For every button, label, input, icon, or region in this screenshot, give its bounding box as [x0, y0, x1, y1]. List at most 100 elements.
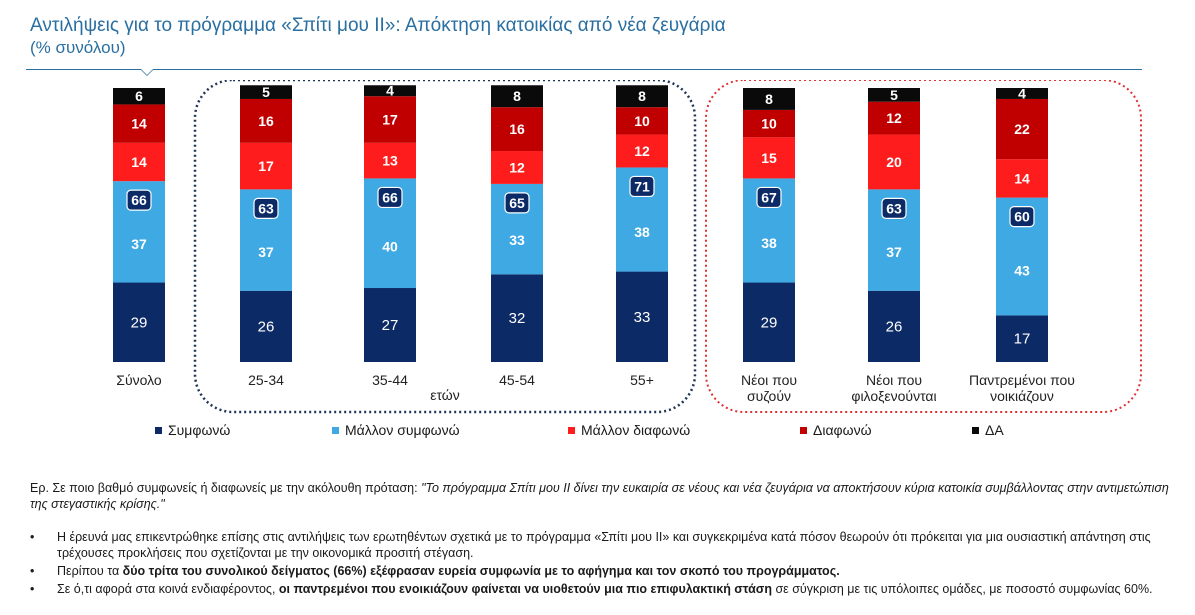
- bar-value-label: 10: [761, 116, 777, 132]
- survey-question: Ερ. Σε ποιο βαθμό συμφωνείς ή διαφωνείς …: [30, 480, 1170, 512]
- category-label: Σύνολο: [116, 372, 162, 388]
- bar-value-label: 4: [386, 83, 394, 99]
- total-agree-label: 67: [761, 189, 777, 205]
- bar-value-label: 16: [258, 113, 274, 129]
- bar-value-label: 17: [258, 158, 274, 174]
- total-agree-label: 63: [886, 200, 902, 216]
- bar-value-label: 4: [1018, 85, 1026, 101]
- total-agree-badge: [253, 197, 279, 219]
- bar-value-label: 16: [509, 121, 525, 137]
- household-group-frame: [705, 80, 1142, 413]
- bar-value-label: 17: [382, 112, 398, 128]
- bar-value-label: 13: [382, 153, 398, 169]
- bar-value-label: 32: [509, 310, 526, 327]
- bar-value-label: 26: [258, 318, 275, 335]
- bar-value-label: 8: [765, 91, 773, 107]
- bar-value-label: 29: [131, 314, 148, 331]
- bar-value-label: 22: [1014, 121, 1030, 137]
- bar-segment: [240, 98, 292, 143]
- bar-value-label: 14: [1014, 170, 1030, 186]
- bar-segment: [743, 282, 795, 362]
- bar-segment: [113, 282, 165, 362]
- legend-swatch: [568, 426, 575, 434]
- category-label: Νέοι που: [741, 372, 797, 388]
- bar-value-label: 17: [1014, 331, 1031, 348]
- question-text: "Το πρόγραμμα Σπίτι μου ΙΙ δίνει την ευκ…: [30, 481, 1169, 511]
- bar-value-label: 40: [382, 238, 398, 254]
- legend-label: Μάλλον διαφωνώ: [581, 422, 691, 438]
- legend-swatch: [800, 426, 807, 434]
- category-label: Νέοι που: [866, 372, 922, 388]
- bar-value-label: 12: [509, 159, 525, 175]
- finding-item: Σε ό,τι αφορά στα κοινά ενδιαφέροντος, ο…: [30, 581, 1180, 597]
- bar-segment: [240, 85, 292, 99]
- title-divider: [26, 69, 1142, 70]
- chart-legend: Συμφωνώ Μάλλον συμφωνώ Μάλλον διαφωνώ Διαφω…: [0, 422, 1195, 442]
- bar-segment: [743, 88, 795, 110]
- bar-segment: [364, 96, 416, 143]
- bar-segment: [240, 142, 292, 190]
- bar-value-label: 10: [634, 113, 650, 129]
- total-agree-label: 60: [1014, 209, 1030, 225]
- bar-segment: [868, 290, 920, 362]
- category-label: συζούν: [747, 388, 791, 404]
- findings-list: Η έρευνά μας επικεντρώθηκε επίσης στις α…: [30, 529, 1180, 599]
- category-label: 35-44: [372, 372, 408, 388]
- total-agree-badge: [377, 186, 403, 209]
- total-agree-badge: [756, 186, 782, 209]
- question-prefix: Ερ. Σε ποιο βαθμό συμφωνείς ή διαφωνείς …: [30, 481, 422, 495]
- bar-segment: [616, 107, 668, 135]
- bar-segment: [996, 98, 1048, 160]
- bar-segment: [868, 134, 920, 190]
- bar-segment: [743, 137, 795, 179]
- bar-value-label: 37: [886, 244, 902, 260]
- total-agree-label: 66: [382, 189, 398, 205]
- age-group-label: ετών: [430, 387, 460, 403]
- category-label: 55+: [630, 372, 654, 388]
- page-title: Αντιλήψεις για το πρόγραμμα «Σπίτι μου Ι…: [30, 15, 726, 36]
- category-label: Παντρεμένοι που: [969, 372, 1075, 388]
- bar-value-label: 15: [761, 150, 777, 166]
- finding-item: Περίπου τα δύο τρίτα του συνολικού δείγμ…: [30, 563, 1180, 579]
- legend-item: ΔΑ: [972, 422, 1004, 438]
- bar-segment: [616, 271, 668, 362]
- stacked-bar-chart: 29371414666Σύνολο2637171656325-342740131…: [113, 80, 1142, 414]
- bar-value-label: 5: [890, 87, 898, 103]
- bar-segment: [113, 104, 165, 143]
- bar-segment: [996, 315, 1048, 362]
- bar-value-label: 43: [1014, 263, 1030, 279]
- bar-value-label: 29: [761, 314, 778, 331]
- legend-label: Διαφωνώ: [813, 422, 872, 438]
- legend-swatch: [972, 426, 979, 434]
- bar-segment: [240, 290, 292, 362]
- legend-label: Συμφωνώ: [168, 422, 231, 438]
- legend-item: Μάλλον διαφωνώ: [568, 422, 690, 438]
- finding-item: Η έρευνά μας επικεντρώθηκε επίσης στις α…: [30, 529, 1180, 561]
- bar-value-label: 38: [634, 224, 650, 240]
- bar-segment: [491, 85, 543, 108]
- total-agree-badge: [504, 192, 530, 214]
- category-label: νοικιάζουν: [990, 388, 1054, 404]
- total-agree-label: 66: [131, 192, 147, 208]
- bar-value-label: 33: [634, 309, 651, 326]
- bar-segment: [868, 88, 920, 102]
- legend-label: Μάλλον συμφωνώ: [345, 422, 460, 438]
- legend-item: Μάλλον συμφωνώ: [332, 422, 460, 438]
- bar-value-label: 14: [131, 116, 147, 132]
- bar-segment: [491, 274, 543, 362]
- bar-segment: [113, 88, 165, 105]
- bar-value-label: 5: [262, 84, 270, 100]
- bar-value-label: 8: [513, 88, 521, 104]
- total-agree-label: 71: [634, 178, 650, 194]
- bar-value-label: 33: [509, 232, 525, 248]
- category-label: φιλοξενούνται: [851, 388, 936, 404]
- bar-segment: [743, 109, 795, 138]
- category-label: 25-34: [248, 372, 284, 388]
- bar-segment: [616, 134, 668, 168]
- bar-value-label: 14: [131, 154, 147, 170]
- age-group-frame: [193, 80, 697, 414]
- legend-swatch: [155, 426, 162, 434]
- bar-value-label: 26: [886, 318, 903, 335]
- bar-value-label: 20: [886, 154, 902, 170]
- bar-segment: [616, 85, 668, 108]
